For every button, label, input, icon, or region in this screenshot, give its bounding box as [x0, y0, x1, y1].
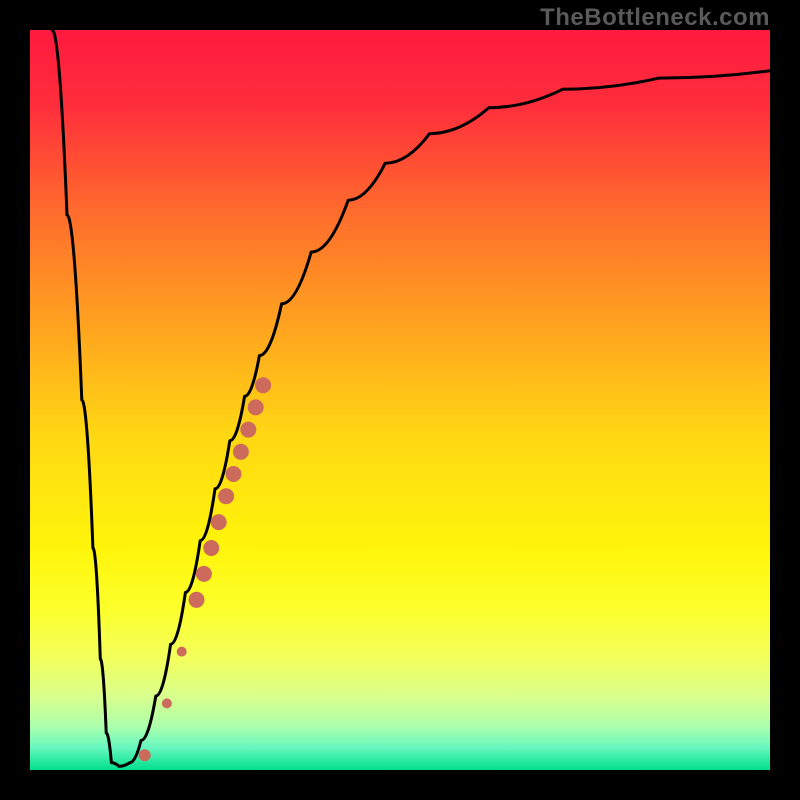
chart-frame: TheBottleneck.com — [0, 0, 800, 800]
marker-point — [226, 466, 242, 482]
marker-point — [196, 566, 212, 582]
marker-point — [189, 592, 205, 608]
marker-point — [218, 488, 234, 504]
marker-point — [211, 514, 227, 530]
marker-point — [233, 444, 249, 460]
marker-point — [240, 422, 256, 438]
marker-point — [139, 749, 151, 761]
attribution-text: TheBottleneck.com — [540, 4, 770, 32]
marker-point — [248, 399, 264, 415]
chart-background — [30, 30, 770, 770]
marker-point — [177, 647, 187, 657]
marker-point — [203, 540, 219, 556]
marker-point — [162, 698, 172, 708]
bottleneck-curve-chart — [30, 30, 770, 770]
marker-point — [255, 377, 271, 393]
